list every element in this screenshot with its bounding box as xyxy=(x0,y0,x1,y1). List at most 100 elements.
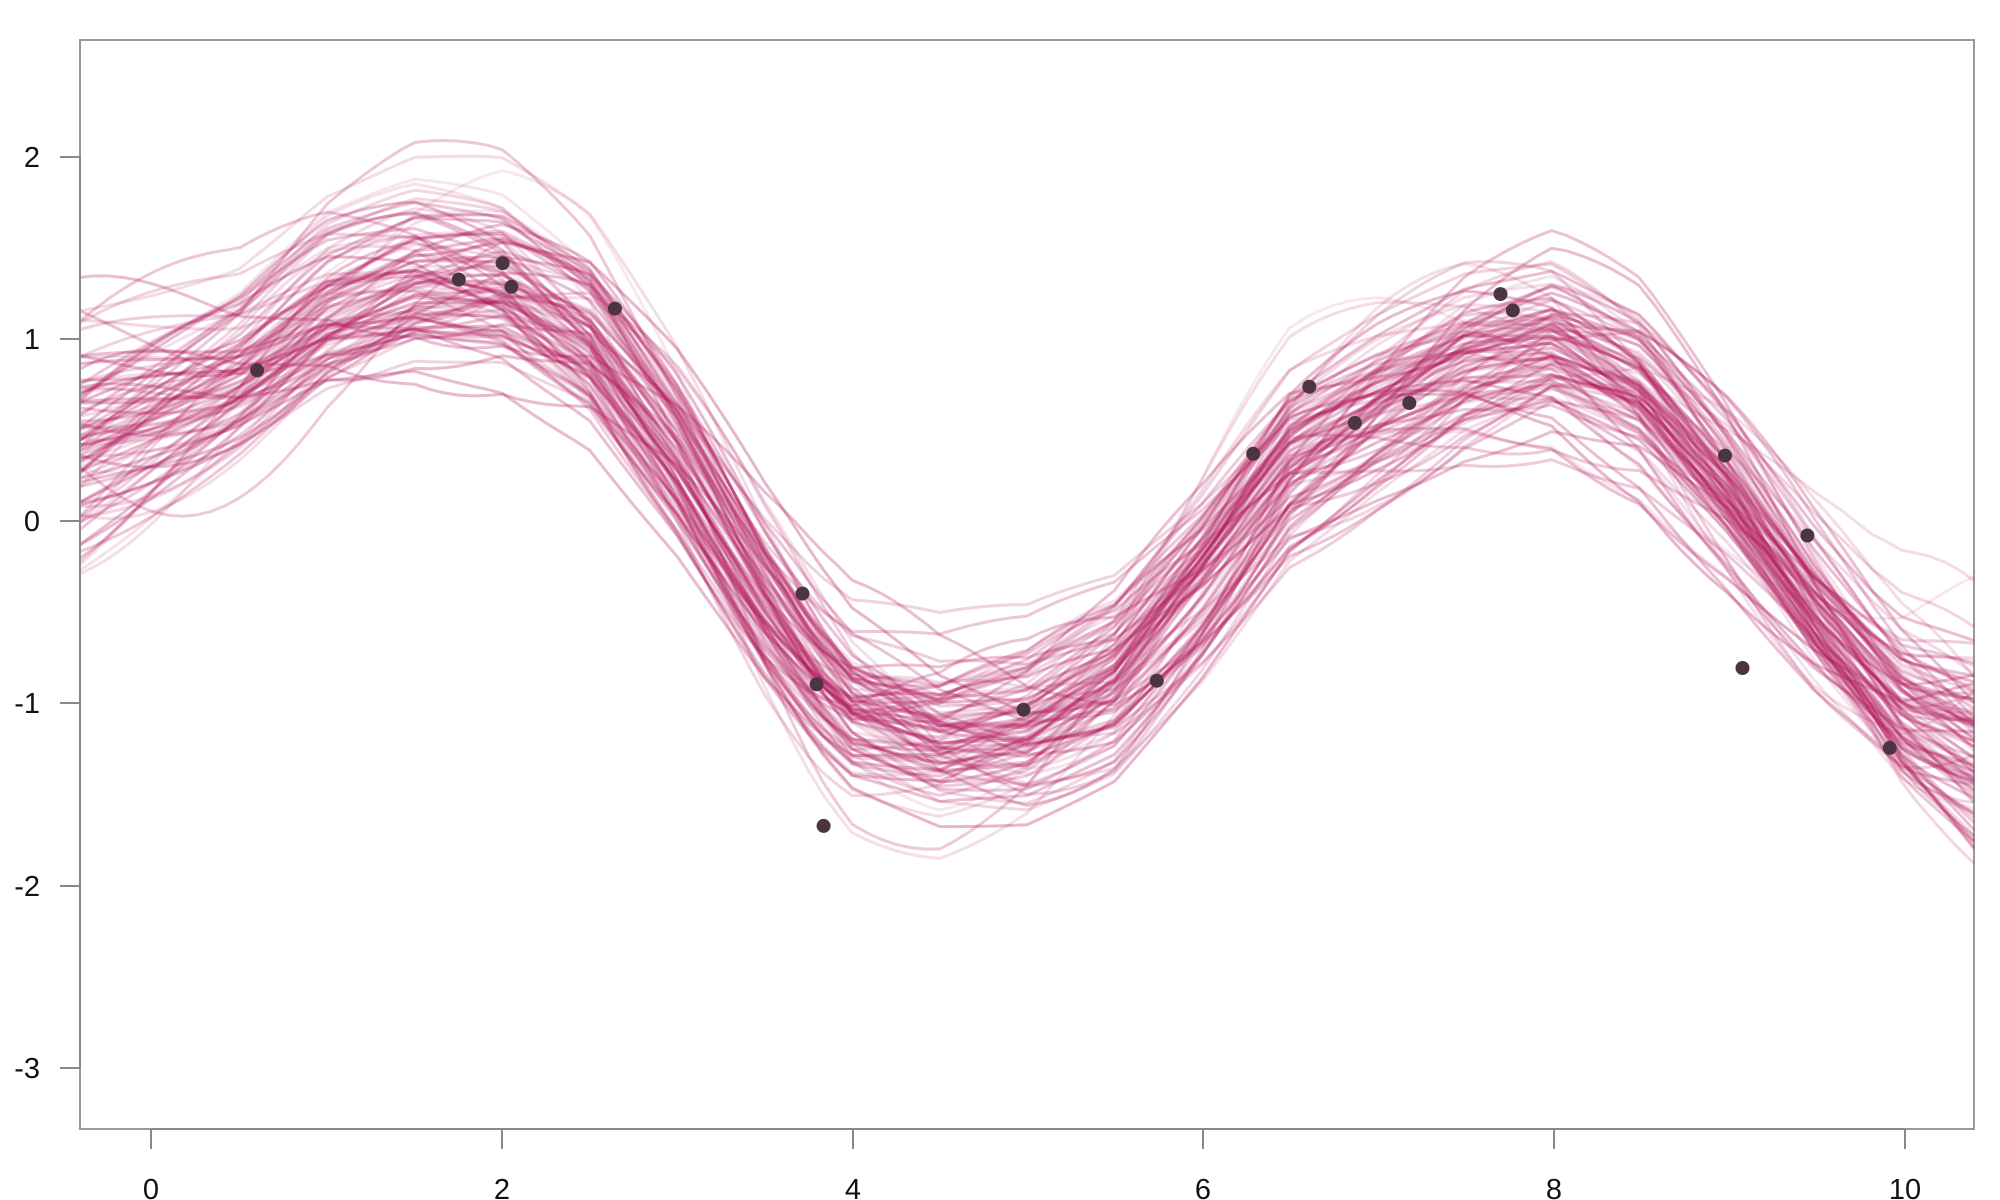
data-point xyxy=(809,677,824,692)
sample-curve xyxy=(79,354,1975,789)
data-point xyxy=(1493,287,1508,302)
data-point xyxy=(1882,740,1897,755)
sample-curve xyxy=(79,259,1975,718)
y-axis: -3 -2 -1 0 1 2 xyxy=(14,142,81,1085)
y-tick-label: -3 xyxy=(14,1053,40,1085)
sample-curve xyxy=(79,236,1975,743)
data-point xyxy=(1735,661,1750,675)
sample-curve xyxy=(79,230,1975,787)
data-point xyxy=(816,818,831,833)
sample-curve xyxy=(79,209,1975,765)
sample-curve xyxy=(79,255,1975,740)
sample-curve xyxy=(79,253,1975,742)
sample-curve xyxy=(79,255,1975,783)
sample-curve xyxy=(79,238,1976,723)
sample-curve xyxy=(79,138,1976,719)
data-point xyxy=(607,301,622,316)
sample-curve xyxy=(79,327,1975,784)
sample-curve xyxy=(79,222,1975,759)
sample-curve xyxy=(79,325,1975,774)
x-tick-label: 4 xyxy=(845,1174,861,1200)
sample-curve xyxy=(79,257,1975,755)
y-tick-label: 2 xyxy=(24,142,40,174)
sample-curve xyxy=(79,227,1976,727)
data-point xyxy=(1402,396,1417,410)
sample-curve xyxy=(79,284,1975,767)
sample-curve xyxy=(78,288,1975,819)
sample-curve xyxy=(79,281,1975,746)
sample-curve xyxy=(79,241,1976,851)
data-point xyxy=(795,586,810,601)
sample-curve xyxy=(78,271,1976,850)
sample-curve xyxy=(79,336,1975,815)
sample-curve xyxy=(79,268,1975,708)
x-tick-label: 0 xyxy=(143,1174,159,1200)
sample-curve xyxy=(79,177,1975,756)
sample-curve xyxy=(79,216,1975,749)
sample-curve xyxy=(79,286,1975,805)
data-point xyxy=(1016,702,1031,717)
data-point xyxy=(1800,528,1815,543)
sample-curve xyxy=(79,264,1975,796)
sample-curve xyxy=(79,309,1975,724)
sample-curve xyxy=(79,278,1975,778)
sample-curve xyxy=(79,235,1975,773)
x-tick-label: 2 xyxy=(494,1174,510,1200)
sample-curve xyxy=(79,300,1975,843)
sample-curve xyxy=(79,154,1975,786)
sample-curve xyxy=(79,273,1976,802)
sample-curve xyxy=(79,298,1975,784)
sample-curve xyxy=(79,271,1975,768)
data-point xyxy=(1505,303,1520,318)
sample-curve xyxy=(79,232,1975,711)
sample-curve xyxy=(79,289,1975,761)
sample-curve xyxy=(78,252,1975,772)
sample-curve xyxy=(79,243,1975,782)
sample-curve xyxy=(79,231,1975,723)
y-tick-label: 0 xyxy=(24,506,40,538)
sample-curve xyxy=(79,262,1975,771)
y-tick-label: 1 xyxy=(24,324,40,356)
sample-curve xyxy=(79,279,1975,759)
sample-curve xyxy=(79,240,1975,838)
sample-curve xyxy=(79,231,1975,770)
sample-curve xyxy=(79,268,1975,829)
x-tick-label: 8 xyxy=(1546,1174,1562,1200)
sample-curve xyxy=(79,300,1975,780)
sample-curve xyxy=(79,288,1975,797)
sample-curve xyxy=(79,298,1975,713)
data-point xyxy=(1718,448,1732,463)
sample-curve xyxy=(79,169,1975,812)
sample-curve xyxy=(79,291,1975,796)
sample-curve xyxy=(79,308,1976,842)
sample-curve xyxy=(79,295,1975,815)
sample-curves xyxy=(78,138,1976,865)
sample-curve xyxy=(79,324,1975,782)
sample-curve xyxy=(79,332,1975,744)
data-point xyxy=(451,272,466,287)
sample-curve xyxy=(79,210,1975,730)
sample-curve xyxy=(79,260,1975,752)
sample-curve xyxy=(79,313,1976,837)
sample-curve xyxy=(79,255,1975,730)
sample-curve xyxy=(79,327,1975,807)
x-tick-label: 6 xyxy=(1195,1174,1211,1200)
y-tick-label: -2 xyxy=(14,871,40,903)
sample-curve xyxy=(79,325,1975,812)
sample-curve xyxy=(79,310,1975,782)
plot-frame xyxy=(79,39,1975,1130)
sample-curve xyxy=(79,322,1976,831)
sample-curve xyxy=(78,244,1975,785)
sample-curve xyxy=(79,308,1975,788)
data-point xyxy=(495,256,510,271)
sample-curve xyxy=(79,293,1975,752)
x-axis: 0 2 4 6 8 10 xyxy=(143,1128,1921,1200)
plot-border xyxy=(79,39,1975,1130)
sample-curve xyxy=(79,285,1975,694)
sample-curve xyxy=(79,284,1975,811)
data-point xyxy=(1302,379,1317,394)
observation-points xyxy=(250,256,1897,833)
sample-curve xyxy=(78,235,1975,805)
sample-curve xyxy=(79,262,1975,722)
